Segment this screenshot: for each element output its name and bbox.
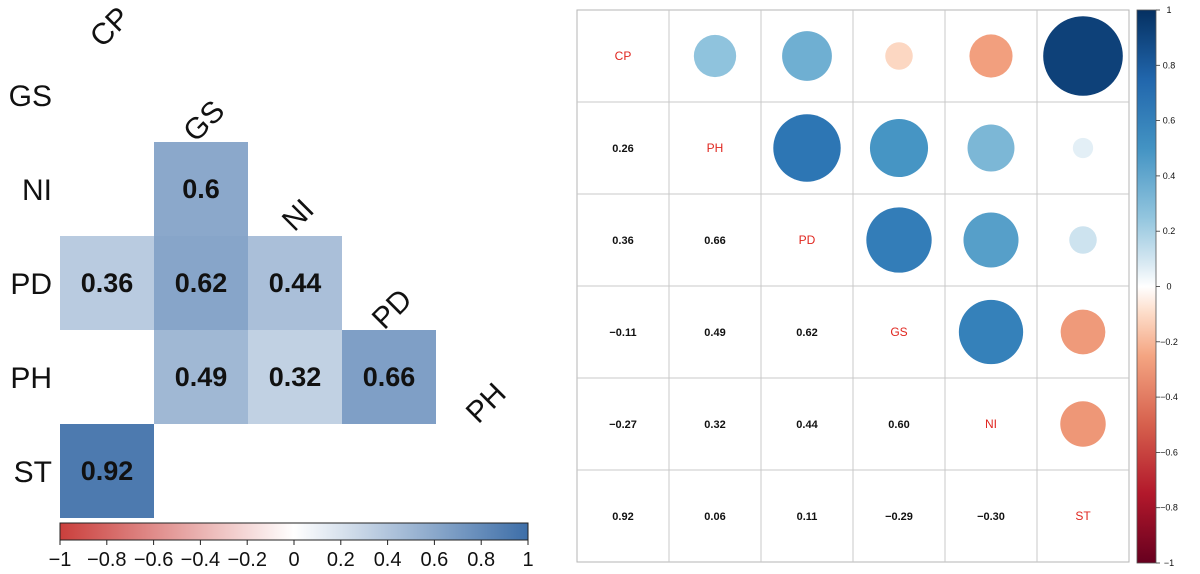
diagonal-label-st: ST bbox=[1075, 509, 1091, 523]
coef-label-st-pd: 0.11 bbox=[797, 511, 818, 523]
colorbar-tick-label-4: 0.2 bbox=[1163, 226, 1176, 236]
lower-triangle-correlation-heatmap: GS NI PD PH ST CP GS NI PD PH 0.6 0.36 0.62 0.44 0.4… bbox=[9, 1, 534, 571]
colorbar-horizontal bbox=[59, 522, 529, 541]
heatmap-cell-pd-gs bbox=[154, 236, 248, 330]
row-label-pd: PD bbox=[10, 268, 52, 301]
cell-value-ph-ni: 0.32 bbox=[269, 362, 322, 392]
diagonal-label-ph: PH bbox=[707, 141, 724, 155]
colorbar-tick-label-5: 0 bbox=[1166, 282, 1171, 292]
colorbar-vertical bbox=[1136, 9, 1157, 564]
colorbar-tick-label-1: −0.8 bbox=[87, 549, 126, 571]
coef-label-ni-ph: 0.32 bbox=[704, 419, 725, 431]
coef-label-ph-cp: 0.26 bbox=[612, 143, 633, 155]
heatmap-cell-ni-gs bbox=[154, 142, 248, 236]
column-label-cp: CP bbox=[84, 1, 137, 54]
corr-circle-ph-st bbox=[1072, 137, 1094, 159]
cell-value-pd-cp: 0.36 bbox=[81, 268, 134, 298]
coef-label-st-cp: 0.92 bbox=[612, 511, 633, 523]
column-label-ni: NI bbox=[276, 193, 321, 238]
colorbar-tick-label-9: −0.8 bbox=[1160, 503, 1178, 513]
coef-label-gs-ph: 0.49 bbox=[704, 327, 725, 339]
corr-circle-cp-ph bbox=[693, 34, 737, 78]
coef-label-ni-gs: 0.60 bbox=[888, 419, 909, 431]
column-label-gs: GS bbox=[177, 94, 231, 148]
column-label-pd: PD bbox=[366, 283, 419, 336]
colorbar-tick-label-10: 1 bbox=[522, 549, 533, 571]
column-label-ph: PH bbox=[460, 377, 513, 430]
colorbar-tick-label-7: 0.4 bbox=[374, 549, 402, 571]
coef-label-st-ni: −0.30 bbox=[977, 511, 1005, 523]
colorbar-tick-label-4: −0.2 bbox=[227, 549, 266, 571]
corr-circle-pd-gs bbox=[866, 207, 932, 273]
cell-value-pd-gs: 0.62 bbox=[175, 268, 228, 298]
colorbar-tick-label-3: 0.4 bbox=[1163, 171, 1176, 181]
coef-label-ni-cp: −0.27 bbox=[609, 419, 637, 431]
heatmap-cell-pd-ni bbox=[248, 236, 342, 330]
colorbar-tick-label-0: 1 bbox=[1166, 5, 1171, 15]
colorbar-tick-label-7: −0.4 bbox=[1160, 392, 1178, 402]
coef-label-st-gs: −0.29 bbox=[885, 511, 913, 523]
colorbar-tick-label-8: −0.6 bbox=[1160, 447, 1178, 457]
coef-label-pd-cp: 0.36 bbox=[612, 235, 633, 247]
corr-circle-pd-st bbox=[1069, 226, 1097, 254]
colorbar-tick-label-8: 0.6 bbox=[420, 549, 448, 571]
colorbar-tick-label-9: 0.8 bbox=[467, 549, 495, 571]
coef-label-gs-cp: −0.11 bbox=[609, 327, 636, 339]
heatmap-cell-st-cp bbox=[60, 424, 154, 518]
cell-value-ph-pd: 0.66 bbox=[363, 362, 416, 392]
coef-label-gs-pd: 0.62 bbox=[796, 327, 817, 339]
diagonal-label-pd: PD bbox=[799, 233, 816, 247]
coef-label-ni-pd: 0.44 bbox=[796, 419, 818, 431]
corr-circle-cp-pd bbox=[782, 31, 832, 81]
colorbar-tick-label-3: −0.4 bbox=[181, 549, 220, 571]
corr-circle-gs-ni bbox=[958, 299, 1024, 365]
row-label-ph: PH bbox=[10, 362, 52, 395]
corr-circle-cp-gs bbox=[885, 42, 913, 70]
colorbar-tick-label-0: −1 bbox=[49, 549, 72, 571]
colorbar-tick-label-6: 0.2 bbox=[327, 549, 355, 571]
colorbar-tick-label-2: −0.6 bbox=[134, 549, 173, 571]
row-label-gs: GS bbox=[9, 80, 52, 113]
diagonal-label-gs: GS bbox=[890, 325, 907, 339]
corr-circle-ph-pd bbox=[773, 114, 841, 182]
cell-value-st-cp: 0.92 bbox=[81, 456, 134, 486]
colorbar-tick-label-2: 0.6 bbox=[1163, 116, 1176, 126]
correlation-matrix-circles: CP 0.26 PH 0.36 0.66 PD −0.11 0.49 0.62 GS −0.27 0.… bbox=[576, 5, 1178, 568]
coef-label-pd-ph: 0.66 bbox=[704, 235, 725, 247]
cell-value-ph-gs: 0.49 bbox=[175, 362, 228, 392]
cell-value-pd-ni: 0.44 bbox=[269, 268, 322, 298]
heatmap-cell-pd-cp bbox=[60, 236, 154, 330]
diagonal-label-ni: NI bbox=[985, 417, 997, 431]
corr-circle-cp-ni bbox=[969, 34, 1013, 78]
heatmap-cell-ph-pd bbox=[342, 330, 436, 424]
row-label-ni: NI bbox=[22, 174, 52, 207]
heatmap-cell-ph-gs bbox=[154, 330, 248, 424]
colorbar-tick-label-10: −1 bbox=[1164, 558, 1174, 568]
corr-circle-gs-st bbox=[1060, 309, 1106, 355]
cell-value-ni-gs: 0.6 bbox=[182, 174, 220, 204]
corr-circle-ni-st bbox=[1060, 401, 1106, 447]
corr-circle-cp-st bbox=[1043, 16, 1123, 96]
diagonal-label-cp: CP bbox=[615, 49, 632, 63]
colorbar-tick-label-6: −0.2 bbox=[1160, 337, 1178, 347]
corr-circle-ph-ni bbox=[967, 124, 1015, 172]
coef-label-st-ph: 0.06 bbox=[704, 511, 725, 523]
corr-circle-ph-gs bbox=[869, 118, 929, 178]
heatmap-cell-ph-ni bbox=[248, 330, 342, 424]
row-label-st: ST bbox=[14, 456, 52, 489]
colorbar-tick-label-5: 0 bbox=[288, 549, 299, 571]
colorbar-tick-label-1: 0.8 bbox=[1163, 60, 1176, 70]
corr-circle-pd-ni bbox=[963, 212, 1019, 268]
